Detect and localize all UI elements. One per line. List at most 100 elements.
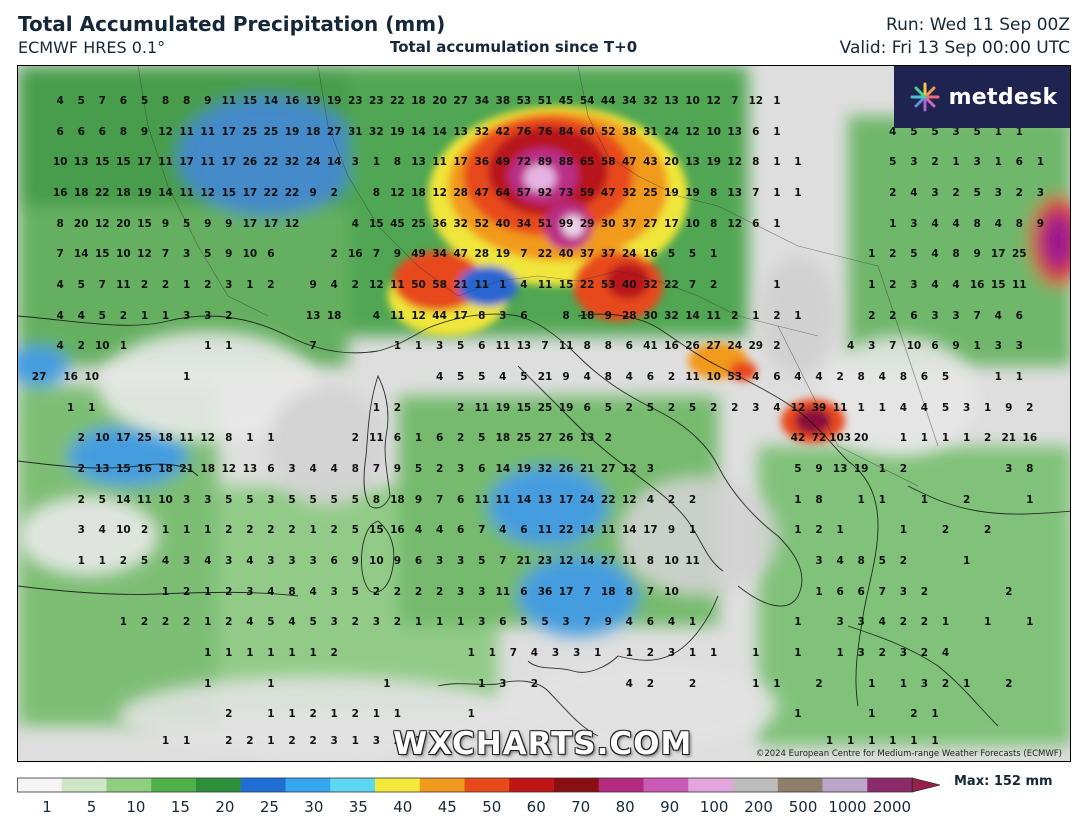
precip-value: 2 [119, 554, 128, 567]
precip-value: 3 [815, 554, 823, 567]
precip-value: 1 [868, 278, 876, 291]
precip-value: 2 [246, 734, 254, 747]
precip-value: 16 [52, 186, 68, 199]
precip-value: 7 [688, 278, 697, 291]
precip-value: 3 [910, 278, 918, 291]
precip-value: 13 [664, 94, 679, 107]
precip-value: 1 [204, 615, 212, 628]
precip-value: 2 [204, 278, 212, 291]
precip-value: 2 [330, 646, 338, 659]
precip-value: 6 [520, 309, 528, 322]
precip-value: 4 [56, 278, 64, 291]
precip-value: 18 [326, 309, 342, 322]
precip-value: 11 [474, 401, 490, 414]
precip-value: 47 [622, 155, 637, 168]
precip-value: 12 [685, 125, 700, 138]
precip-value: 1 [794, 523, 802, 536]
precip-value: 15 [116, 155, 131, 168]
precip-value: 27 [31, 370, 47, 383]
precip-value: 30 [600, 217, 616, 230]
precip-value: 2 [667, 370, 676, 383]
precip-value: 22 [600, 493, 616, 506]
precip-value: 92 [537, 186, 553, 199]
precip-value: 12 [200, 431, 216, 444]
precip-value: 1 [688, 523, 697, 536]
precip-value: 3 [182, 493, 191, 506]
precip-value: 4 [994, 217, 1002, 230]
precip-value: 8 [372, 493, 381, 506]
precip-value: 1 [752, 646, 760, 659]
precip-value: 3 [435, 339, 444, 352]
legend-swatch [240, 778, 286, 792]
precip-value: 99 [558, 217, 574, 230]
precip-value: 9 [351, 554, 359, 567]
precip-value: 2 [182, 585, 191, 598]
precip-value: 8 [372, 186, 381, 199]
precip-value: 1 [467, 707, 475, 720]
precip-value: 8 [393, 155, 402, 168]
legend-tick: 45 [437, 798, 457, 816]
precip-value: 6 [56, 125, 64, 138]
precip-value: 8 [973, 217, 981, 230]
precip-value: 1 [204, 339, 212, 352]
precip-value: 2 [836, 370, 844, 383]
precip-value: 27 [326, 125, 342, 138]
precip-value: 2 [393, 734, 402, 747]
precip-value: 3 [330, 585, 338, 598]
legend-tick: 1 [42, 798, 52, 816]
precip-value: 1 [815, 585, 823, 598]
chart-title: Total Accumulated Precipitation (mm) [18, 12, 446, 36]
precip-value: 4 [878, 370, 886, 383]
precip-value: 20 [853, 431, 869, 444]
precip-value: 2 [688, 493, 697, 506]
precip-value: 16 [643, 247, 658, 260]
precip-value: 3 [204, 309, 212, 322]
precip-value: 8 [899, 370, 908, 383]
max-value-label: Max: 152 mm [954, 774, 1053, 789]
precip-value: 1 [88, 401, 96, 414]
precip-value: 6 [1015, 309, 1023, 322]
precip-value: 2 [288, 523, 296, 536]
precip-value: 3 [994, 186, 1002, 199]
precip-value: 2 [182, 615, 191, 628]
precip-value: 11 [537, 523, 553, 536]
precip-value: 31 [643, 125, 658, 138]
precip-value: 18 [158, 431, 173, 444]
precip-value: 1 [994, 370, 1002, 383]
precip-value: 42 [790, 431, 806, 444]
precip-value: 9 [393, 462, 402, 475]
precip-value: 47 [474, 186, 490, 199]
precipitation-map: 4 5 7 6 5 8 8 9 11 15 14 16 19 19 23 23 22 18 20 27 34 38 53 51… [17, 65, 1071, 762]
precip-value: 1 [182, 370, 191, 383]
precip-value: 10 [906, 339, 922, 352]
precip-value: 8 [351, 462, 359, 475]
precip-value: 9 [140, 125, 149, 138]
precip-value: 1 [941, 431, 950, 444]
legend-swatch [196, 778, 242, 792]
precip-value: 6 [1015, 155, 1023, 168]
precip-value: 1 [119, 615, 128, 628]
precip-value: 1 [931, 707, 939, 720]
precip-value: 22 [664, 278, 679, 291]
precip-value: 13 [579, 431, 595, 444]
precip-value: 2 [920, 646, 929, 659]
precip-value: 24 [579, 493, 595, 506]
precip-value: 24 [622, 247, 637, 260]
precip-value: 3 [309, 554, 317, 567]
precip-value: 1 [267, 707, 275, 720]
precip-value: 7 [499, 554, 507, 567]
precip-value: 4 [204, 554, 212, 567]
precip-value: 4 [931, 217, 939, 230]
precip-value: 1 [825, 734, 834, 747]
precip-value: 9 [667, 523, 676, 536]
precip-value: 10 [84, 370, 100, 383]
legend-tick: 5 [86, 798, 97, 816]
precip-value: 50 [411, 278, 426, 291]
precip-value: 7 [435, 493, 444, 506]
precip-value: 2 [435, 585, 444, 598]
precip-value: 25 [643, 186, 658, 199]
precip-value: 6 [646, 615, 655, 628]
precip-value: 1 [709, 247, 718, 260]
precip-value: 6 [330, 554, 338, 567]
precip-value: 2 [667, 401, 676, 414]
